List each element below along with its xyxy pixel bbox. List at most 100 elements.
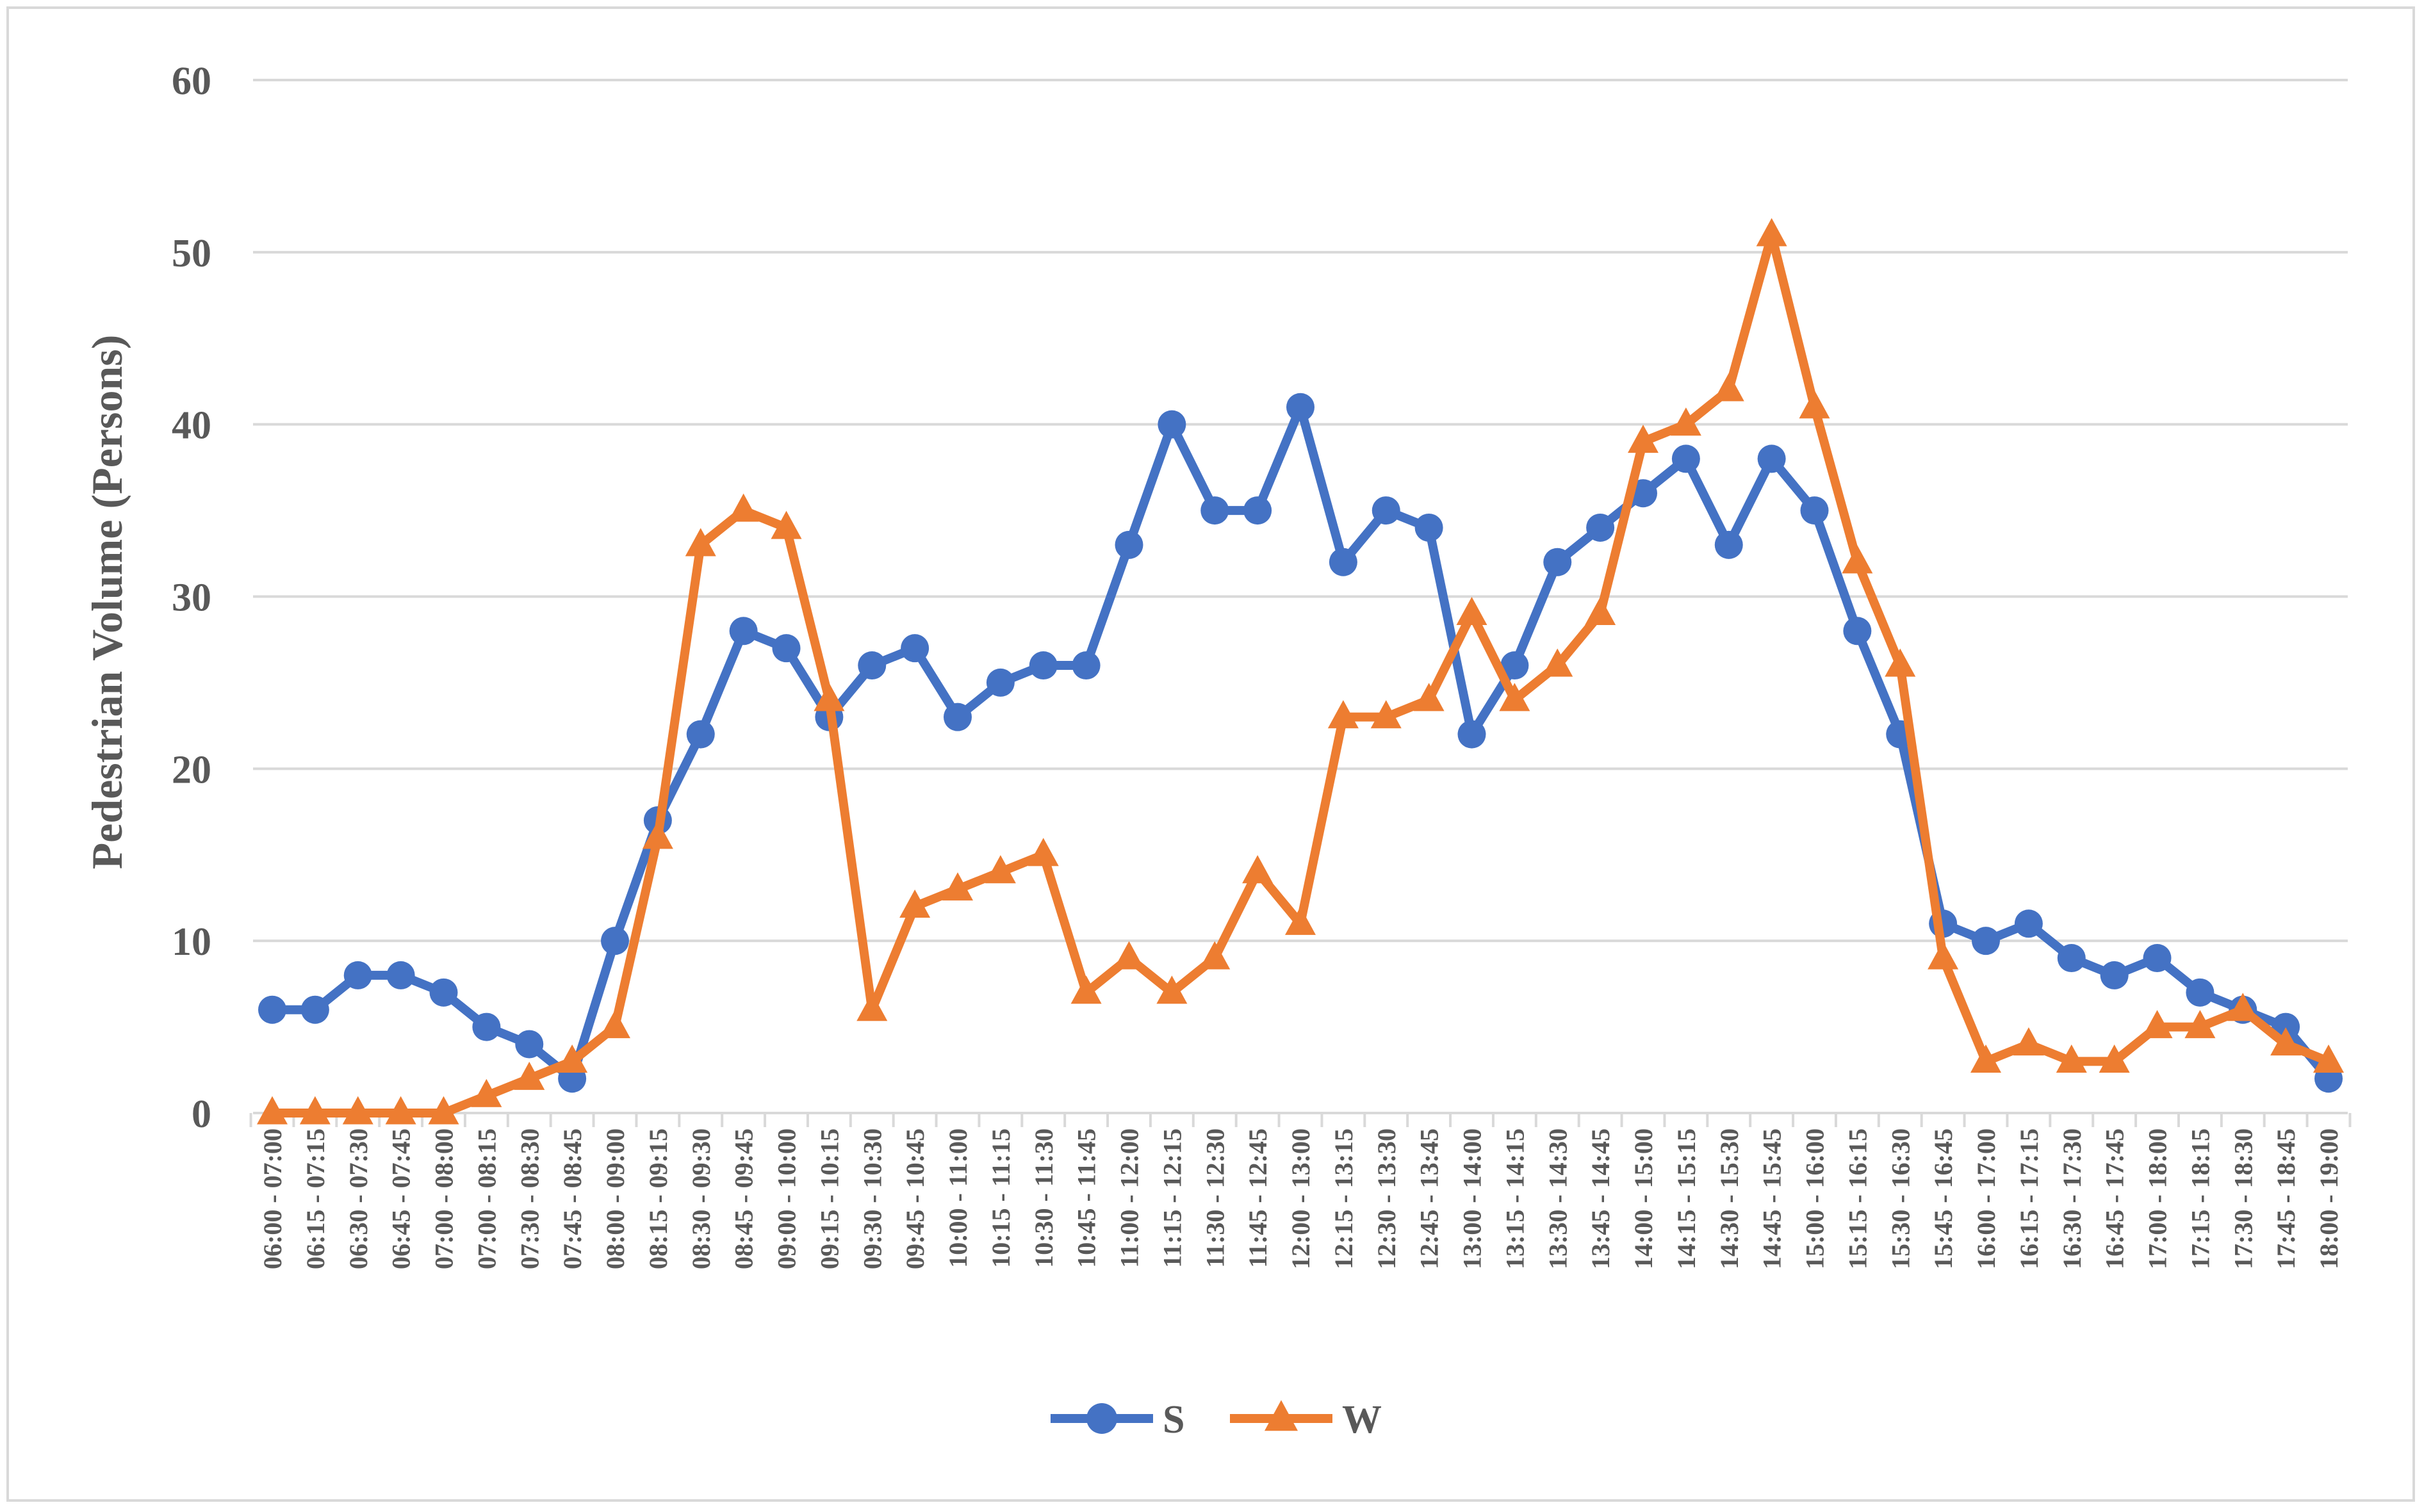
data-point-S: [2014, 909, 2043, 938]
data-point-W: [514, 1061, 545, 1090]
series-line-W: [268, 230, 2333, 1118]
data-point-W: [2099, 1044, 2130, 1073]
data-point-S: [2143, 944, 2172, 973]
data-point-W: [385, 1096, 416, 1125]
x-tick-label: 06:00 - 07:00: [258, 1128, 287, 1269]
data-point-W: [1885, 648, 1916, 677]
x-tick-label: 08:00 - 09:00: [601, 1128, 630, 1269]
data-point-W: [899, 890, 931, 918]
gridlines: [253, 79, 2348, 943]
y-axis-title: Pedestrian Volume (Persons): [83, 335, 131, 870]
series-group: [257, 218, 2344, 1125]
x-tick-label: 09:15 - 10:15: [815, 1128, 844, 1269]
x-tick-label: 15:00 - 16:00: [1801, 1128, 1830, 1269]
data-point-W: [1113, 941, 1145, 970]
x-tick-label: 16:00 - 17:00: [1972, 1128, 2001, 1269]
data-point-W: [1285, 906, 1316, 935]
data-point-W: [1370, 700, 1402, 729]
x-tick-label: 12:30 - 13:30: [1372, 1128, 1401, 1269]
x-tick-label: 15:45 - 16:45: [1929, 1128, 1958, 1269]
x-tick-label: 13:45 - 14:45: [1586, 1128, 1615, 1269]
x-tick-label: 08:15 - 09:15: [644, 1128, 673, 1269]
x-tick-label: 07:00 - 08:15: [472, 1128, 501, 1269]
data-point-S: [1843, 617, 1872, 646]
x-tick-label: 10:15 - 11:15: [987, 1128, 1015, 1268]
data-point-W: [1970, 1044, 2001, 1073]
data-point-W: [428, 1096, 459, 1125]
x-tick-label: 07:00 - 08:00: [430, 1128, 459, 1269]
x-tick-label: 17:00 - 18:00: [2143, 1128, 2172, 1269]
series-line-S: [268, 402, 2333, 1084]
data-point-S: [1800, 496, 1829, 525]
data-point-S: [2186, 978, 2215, 1007]
x-tick-label: 07:30 - 08:30: [515, 1128, 544, 1269]
data-point-W: [299, 1096, 331, 1125]
data-point-S: [1329, 548, 1357, 576]
series-S: [258, 393, 2343, 1093]
data-point-S: [343, 961, 372, 989]
data-point-W: [1156, 975, 1188, 1004]
data-point-S: [858, 651, 887, 680]
data-point-S: [2057, 944, 2086, 973]
data-point-W: [471, 1078, 502, 1107]
legend-item-S: S: [1051, 1398, 1184, 1442]
data-point-S: [1072, 651, 1101, 680]
data-point-W: [728, 493, 759, 522]
data-point-S: [1757, 444, 1786, 473]
data-point-S: [729, 617, 758, 646]
data-point-S: [1243, 496, 1272, 525]
legend-label-S: S: [1163, 1398, 1184, 1442]
data-point-W: [257, 1096, 288, 1125]
data-point-S: [258, 995, 286, 1024]
chart-frame: [6, 6, 2415, 1502]
x-tick-label: 17:45 - 18:45: [2272, 1128, 2300, 1269]
x-tick-label: 09:30 - 10:30: [858, 1128, 887, 1269]
data-point-W: [2227, 993, 2259, 1021]
data-point-W: [642, 820, 673, 849]
data-point-S: [429, 978, 458, 1007]
x-tick-label: 08:45 - 09:45: [730, 1128, 758, 1269]
data-point-S: [1972, 927, 2000, 955]
data-point-S: [1543, 548, 1572, 576]
data-point-W: [1242, 855, 1273, 884]
data-point-W: [1756, 218, 1787, 247]
y-tick-label-10: 10: [172, 920, 211, 964]
data-point-W: [2056, 1044, 2087, 1073]
data-point-W: [814, 683, 845, 711]
x-tick-label: 11:15 - 12:15: [1158, 1128, 1186, 1268]
x-tick-label: 12:45 - 13:45: [1415, 1128, 1444, 1269]
y-axis-ticks: 0 10 20 30 40 50 60: [172, 60, 211, 1136]
data-point-S: [901, 634, 929, 663]
series-W: [257, 218, 2344, 1125]
x-tick-label: 09:45 - 10:45: [901, 1128, 929, 1269]
x-tick-label: 08:30 - 09:30: [687, 1128, 716, 1269]
x-tick-label: 11:45 - 12:45: [1243, 1128, 1272, 1268]
data-point-W: [1585, 596, 1616, 625]
data-point-S: [686, 720, 715, 749]
y-tick-label-50: 50: [172, 232, 211, 275]
data-point-W: [1542, 648, 1573, 677]
x-tick-label: 10:45 - 11:45: [1072, 1128, 1101, 1268]
data-point-W: [1070, 975, 1102, 1004]
legend-marker-W: [1265, 1400, 1298, 1431]
data-point-S: [1115, 530, 1143, 559]
data-point-S: [1457, 720, 1486, 749]
x-tick-label: 11:30 - 12:30: [1200, 1128, 1229, 1268]
data-point-W: [1199, 941, 1231, 970]
data-point-S: [601, 927, 629, 955]
x-tick-label: 06:45 - 07:45: [387, 1128, 416, 1269]
x-tick-label: 07:45 - 08:45: [558, 1128, 587, 1269]
data-point-W: [2013, 1027, 2044, 1056]
x-tick-label: 15:30 - 16:30: [1886, 1128, 1915, 1269]
data-point-S: [1200, 496, 1229, 525]
x-tick-label: 14:45 - 15:45: [1758, 1128, 1787, 1269]
data-point-W: [2184, 1010, 2216, 1039]
data-point-S: [944, 703, 972, 731]
legend-label-W: W: [1342, 1398, 1382, 1442]
x-tick-label: 13:15 - 14:15: [1500, 1128, 1529, 1269]
data-point-W: [685, 528, 716, 557]
data-point-W: [1842, 545, 1873, 574]
data-point-S: [1671, 444, 1700, 473]
